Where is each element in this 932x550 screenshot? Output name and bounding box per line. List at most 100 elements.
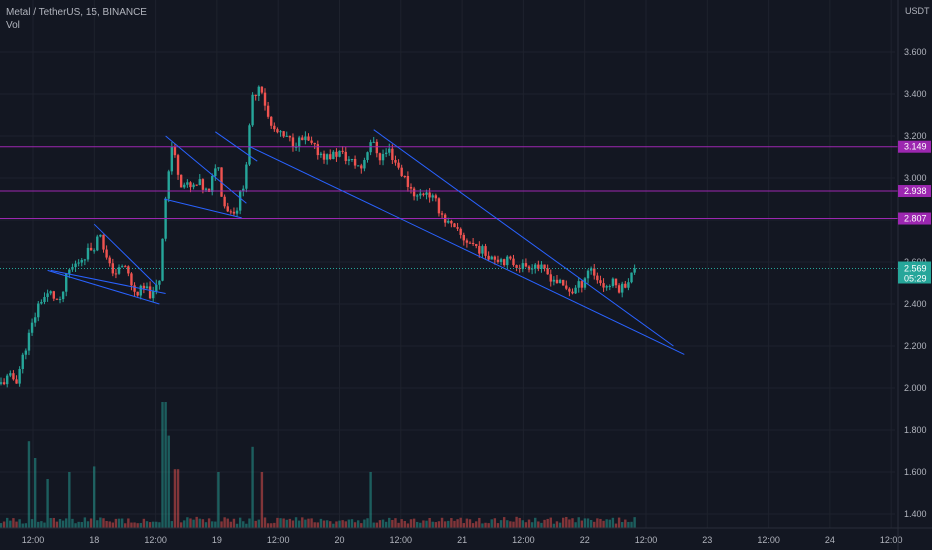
volume-bar (273, 522, 276, 528)
volume-bar (440, 517, 444, 528)
candle-body (347, 159, 351, 161)
volume-bar (353, 522, 357, 528)
candle-body (608, 286, 611, 288)
volume-bar (319, 518, 323, 528)
volume-bar (189, 518, 192, 528)
volume-bar (325, 520, 329, 528)
candle-body (124, 266, 127, 268)
candle-body (481, 246, 484, 254)
candle-body (27, 332, 31, 351)
candle-body (142, 285, 146, 289)
volume-bar (80, 522, 83, 528)
volume-bar (304, 519, 307, 528)
candle-body (301, 137, 304, 141)
volume-bar (400, 519, 403, 528)
candle-body (406, 176, 410, 187)
volume-bar (133, 522, 136, 528)
candle-body (211, 176, 214, 192)
volume-bar (478, 517, 481, 528)
volume-bar (183, 520, 186, 528)
volume-bar (158, 522, 161, 528)
volume-bar (431, 521, 434, 528)
volume-bar (561, 517, 565, 528)
candle-body (43, 297, 46, 302)
time-tick-label: 22 (580, 535, 590, 545)
candle-body (2, 382, 6, 385)
volume-bar (608, 519, 611, 528)
level-tag (898, 140, 931, 153)
candle-body (450, 220, 453, 224)
volume-bar (462, 523, 465, 528)
candle-body (431, 195, 434, 198)
volume-bar (344, 521, 347, 528)
candle-body (89, 247, 93, 251)
level-tag-label: 3.149 (904, 142, 927, 152)
volume-bar (0, 523, 3, 528)
candle-body (614, 278, 618, 286)
symbol-title[interactable]: Metal / TetherUS, 15, BINANCE (6, 7, 147, 18)
candle-body (260, 86, 264, 93)
candle-body (341, 150, 344, 152)
candle-body (173, 146, 177, 156)
volume-bar (43, 522, 46, 528)
volume-bar (282, 518, 285, 528)
candle-body (586, 270, 590, 279)
candle-body (183, 184, 186, 188)
candle-body (621, 283, 624, 293)
candle-body (447, 220, 450, 223)
time-tick-label: 12:00 (144, 535, 167, 545)
volume-bar (543, 519, 546, 528)
volume-bar (254, 520, 257, 528)
volume-legend[interactable]: Vol (6, 20, 20, 31)
candle-body (611, 278, 615, 287)
candle-body (627, 282, 630, 288)
candle-body (338, 150, 341, 157)
candle-body (6, 375, 9, 385)
candle-body (195, 184, 198, 186)
time-tick-label: 19 (212, 535, 222, 545)
candle-body (229, 211, 233, 213)
volume-bar (142, 518, 146, 528)
volume-bar (33, 458, 37, 528)
volume-bar (12, 518, 15, 528)
candle-body (577, 281, 580, 288)
candle-body (102, 234, 105, 250)
volume-bar (276, 517, 279, 528)
candle-body (325, 154, 329, 160)
volume-bar (238, 517, 242, 528)
volume-bar (583, 518, 587, 528)
volume-bars (0, 402, 636, 528)
candle-body (257, 86, 260, 96)
volume-bar (568, 519, 571, 528)
volume-bar (40, 521, 43, 528)
volume-bar (487, 523, 490, 528)
volume-bar (77, 521, 80, 528)
candle-body (192, 184, 195, 188)
volume-bar (617, 517, 621, 528)
candle-body (266, 105, 270, 117)
candle-body (232, 211, 236, 214)
volume-bar (111, 522, 115, 528)
candle-body (574, 287, 577, 294)
volume-bar (443, 521, 447, 528)
candle-body (186, 182, 189, 185)
volume-bar (397, 522, 400, 528)
candle-body (170, 146, 174, 172)
candle-body (437, 198, 441, 214)
bar-countdown-label: 05:29 (904, 274, 927, 284)
trendline (165, 135, 247, 204)
time-tick-label: 12:00 (635, 535, 658, 545)
candle-body (155, 284, 158, 292)
time-tick-label: 12:00 (267, 535, 290, 545)
candle-body (543, 264, 546, 269)
candle-body (251, 94, 254, 126)
volume-bar (450, 518, 453, 528)
level-tag (898, 185, 931, 198)
time-axis[interactable]: 12:00 18 12:00 19 12:00 20 12:00 21 12:00 22 12:00… (0, 527, 932, 545)
volume-bar (223, 517, 226, 528)
candle-body (381, 154, 385, 161)
candle-body (304, 136, 307, 141)
candle-body (291, 137, 295, 148)
candle-body (617, 285, 621, 293)
